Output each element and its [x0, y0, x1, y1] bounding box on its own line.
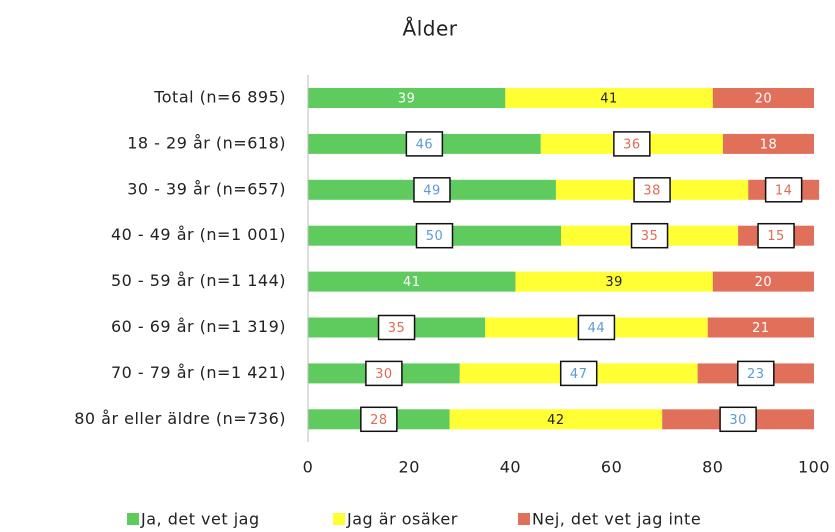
label-box [577, 314, 616, 341]
data-label: 44 [588, 321, 606, 336]
label-box [365, 360, 403, 387]
data-label: 49 [423, 183, 441, 198]
data-label: 28 [370, 413, 388, 428]
bar-segment [712, 271, 814, 292]
data-label: 41 [600, 92, 618, 107]
label-box [360, 406, 398, 433]
label-box [613, 131, 651, 157]
y-tick-label: 30 - 39 år (n=657) [127, 179, 286, 198]
bar-segment [707, 317, 814, 338]
x-tick-label: 100 [798, 458, 830, 477]
data-label: 50 [426, 229, 444, 244]
y-tick-label: 50 - 59 år (n=1 144) [111, 271, 286, 290]
bar-segment [722, 133, 814, 154]
legend-swatch [518, 513, 530, 525]
legend-label: Ja, det vet jag [140, 510, 260, 529]
label-box [630, 222, 669, 249]
bar-segment [505, 88, 713, 108]
bar-segment [712, 88, 814, 108]
data-label: 46 [416, 137, 434, 152]
x-tick-label: 60 [601, 458, 622, 477]
label-box [559, 360, 598, 387]
label-box [413, 177, 451, 203]
data-label: 18 [760, 137, 778, 152]
label-box [737, 360, 775, 387]
legend-swatch [127, 513, 139, 525]
legend-swatch [333, 513, 345, 525]
y-tick-label: 18 - 29 år (n=618) [127, 133, 286, 152]
chart-title: Ålder [403, 17, 458, 41]
data-label: 14 [775, 183, 793, 198]
data-label: 21 [752, 321, 770, 336]
data-label: 30 [375, 367, 393, 382]
label-box [377, 314, 416, 341]
data-label: 15 [767, 229, 785, 244]
legend-label: Jag är osäker [346, 510, 458, 529]
bar-segment [449, 409, 663, 430]
data-label: 35 [641, 229, 659, 244]
label-box [757, 222, 795, 249]
legend-label: Nej, det vet jag inte [532, 510, 701, 529]
label-box [764, 177, 803, 203]
data-label: 41 [403, 275, 421, 290]
bar-segment [308, 271, 516, 292]
data-label: 38 [643, 183, 661, 198]
y-tick-label: 60 - 69 år (n=1 319) [111, 317, 286, 336]
data-label: 47 [570, 367, 588, 382]
y-tick-label: 70 - 79 år (n=1 421) [111, 363, 286, 382]
x-tick-label: 20 [399, 458, 420, 477]
x-tick-label: 0 [303, 458, 314, 477]
data-label: 39 [398, 92, 416, 107]
bar-segment [515, 271, 713, 292]
label-box [633, 177, 671, 203]
data-label: 20 [755, 275, 773, 290]
y-tick-label: 80 år eller äldre (n=736) [74, 409, 286, 428]
data-label: 39 [605, 275, 623, 290]
data-label: 30 [729, 413, 747, 428]
label-box [719, 406, 757, 433]
x-tick-label: 80 [702, 458, 723, 477]
y-tick-label: 40 - 49 år (n=1 001) [111, 225, 286, 244]
y-tick-label: Total (n=6 895) [153, 88, 286, 107]
bar-segment [308, 88, 506, 108]
label-box [405, 131, 444, 157]
label-box [415, 222, 454, 249]
data-label: 23 [747, 367, 765, 382]
data-label: 20 [755, 92, 773, 107]
data-label: 36 [623, 137, 641, 152]
data-label: 42 [547, 413, 565, 428]
data-label: 35 [388, 321, 406, 336]
x-tick-label: 40 [500, 458, 521, 477]
